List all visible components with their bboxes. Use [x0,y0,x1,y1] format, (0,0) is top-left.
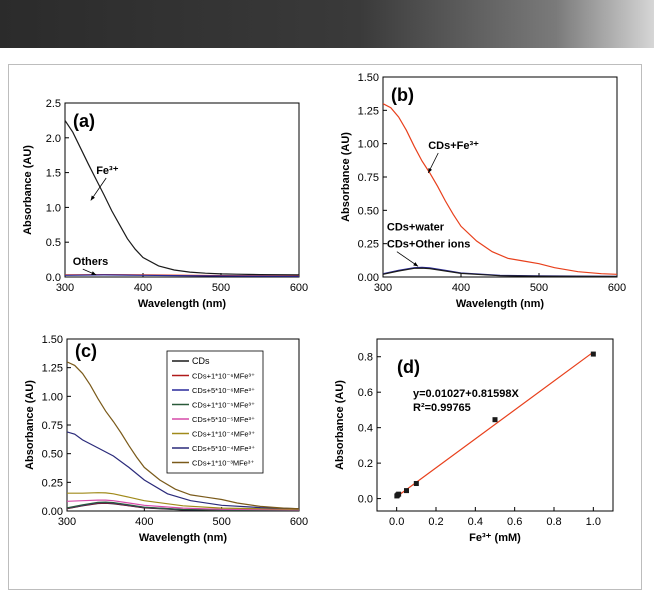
x-tick-label-c: 400 [135,516,153,528]
legend-box-c [166,350,264,474]
y-tick-label-c: 1.50 [42,334,63,346]
y-tick-label-d: 0.8 [358,352,373,364]
y-tick-label-c: 0.25 [42,477,63,489]
y-tick-label-c: 0.50 [42,449,63,461]
fit-equation-d: y=0.01027+0.81598X [413,388,519,400]
annotation-b-1: CDs+water [387,221,445,233]
series-line-c-5 [67,492,299,510]
panel-b: 300 400 500 600 0.00 0.25 0.50 0.75 1.00 1.25 1.50… [340,72,626,310]
y-tick-label-c: 1.25 [42,363,63,375]
y-tick-label-a: 0.0 [46,272,61,284]
panel-c: 300 400 500 600 0.00 0.25 0.50 0.75 1.00 1.25 1.50… [24,334,308,544]
y-tick-label-a: 2.5 [46,98,61,110]
panel-label-a: (a) [73,111,95,131]
x-tick-label-b: 600 [608,282,626,294]
annotation-arrowhead-a-0 [90,195,95,201]
x-tick-label-c: 500 [212,516,230,528]
x-tick-label-d: 0.2 [428,516,443,528]
fit-r-squared-d: R²=0.99765 [413,402,471,414]
x-tick-label-d: 1.0 [586,516,601,528]
x-tick-label-b: 300 [374,282,392,294]
figure-frame: 300 400 500 600 0.0 0.5 1.0 1.5 2.0 2.5 Wavelength… [8,64,642,590]
legend-label-c-2: CDs+5*10⁻⁶MFe³⁺ [192,386,255,395]
annotation-b-0: CDs+Fe³⁺ [428,140,479,152]
panel-label-b: (b) [391,85,414,105]
header-band [0,0,654,48]
series-line-c-6 [67,431,299,510]
y-tick-label-c: 0.00 [42,506,63,518]
panel-a: 300 400 500 600 0.0 0.5 1.0 1.5 2.0 2.5 Wavelength… [22,98,308,310]
x-axis-label-d: Fe³⁺ (mM) [469,532,521,544]
series-line-b-0 [383,103,617,275]
y-tick-label-c: 1.00 [42,391,63,403]
y-tick-label-d: 0.0 [358,494,373,506]
x-tick-label-a: 600 [290,282,308,294]
y-tick-label-b: 1.50 [358,72,379,84]
y-axis-label-b: Absorbance (AU) [340,132,352,222]
annotation-b-2: CDs+Other ions [387,239,470,251]
y-tick-label-b: 0.50 [358,205,379,217]
x-tick-label-a: 300 [56,282,74,294]
x-tick-label-d: 0.0 [389,516,404,528]
x-tick-label-b: 500 [530,282,548,294]
y-tick-label-a: 1.5 [46,168,61,180]
y-tick-label-a: 1.0 [46,202,61,214]
x-tick-label-a: 500 [212,282,230,294]
y-tick-label-b: 0.00 [358,272,379,284]
x-tick-label-d: 0.6 [507,516,522,528]
annotation-arrowhead-b-0 [428,168,433,173]
plot-frame-a [64,102,300,278]
annotation-arrowhead-a-1 [91,271,97,275]
y-axis-label-d: Absorbance (AU) [334,380,346,470]
y-tick-label-a: 0.5 [46,237,61,249]
series-line-c-4 [67,499,299,511]
annotation-a-0: Fe³⁺ [96,165,119,177]
legend-label-c-0: CDs [192,356,210,366]
series-line-b-2 [383,267,617,277]
legend-label-c-6: CDs+5*10⁻⁴MFe³⁺ [192,444,255,453]
y-axis-label-a: Absorbance (AU) [22,145,34,235]
data-point-d [404,488,409,494]
x-axis-label-a: Wavelength (nm) [138,298,227,310]
x-axis-label-c: Wavelength (nm) [139,532,228,544]
figure: 300 400 500 600 0.0 0.5 1.0 1.5 2.0 2.5 Wavelength… [22,72,626,544]
x-tick-label-c: 300 [58,516,76,528]
x-axis-label-b: Wavelength (nm) [456,298,545,310]
y-tick-label-d: 0.2 [358,458,373,470]
legend-label-c-7: CDs+1*10⁻³MFe³⁺ [192,459,254,468]
y-tick-label-c: 0.75 [42,420,63,432]
series-line-c-3 [67,501,299,511]
data-point-d [492,417,498,423]
annotation-arrowhead-b-2 [413,262,419,267]
data-point-d [413,481,419,487]
y-tick-label-b: 0.25 [358,239,379,251]
series-line-a-2 [65,274,299,277]
y-tick-label-b: 1.25 [358,105,379,117]
legend-label-c-3: CDs+1*10⁻⁵MFe³⁺ [192,401,255,410]
data-point-d [396,491,402,497]
panel-label-d: (d) [397,357,420,377]
x-tick-label-a: 400 [134,282,152,294]
legend-label-c-5: CDs+1*10⁻⁴MFe³⁺ [192,430,255,439]
plot-frame-d [376,338,614,512]
panel-label-c: (c) [75,341,97,361]
panel-d: 0.0 0.2 0.4 0.6 0.8 1.0 0.0 0.2 0.4 0.6 0.8 Fe³⁺ (m… [334,338,614,544]
y-tick-label-d: 0.4 [358,423,373,435]
series-line-c-7 [67,361,299,510]
x-tick-label-d: 0.4 [468,516,483,528]
data-point-d [590,351,596,357]
y-tick-label-a: 2.0 [46,133,61,145]
x-tick-label-b: 400 [452,282,470,294]
series-line-a-0 [65,120,299,276]
x-tick-label-c: 600 [290,516,308,528]
y-tick-label-d: 0.6 [358,387,373,399]
annotation-a-1: Others [73,256,108,268]
fit-line-d [396,351,594,498]
x-tick-label-d: 0.8 [546,516,561,528]
legend-label-c-1: CDs+1*10⁻⁶MFe³⁺ [192,372,255,381]
y-tick-label-b: 1.00 [358,139,379,151]
y-axis-label-c: Absorbance (AU) [24,380,36,470]
legend-label-c-4: CDs+5*10⁻⁵MFe³⁺ [192,415,255,424]
y-tick-label-b: 0.75 [358,172,379,184]
